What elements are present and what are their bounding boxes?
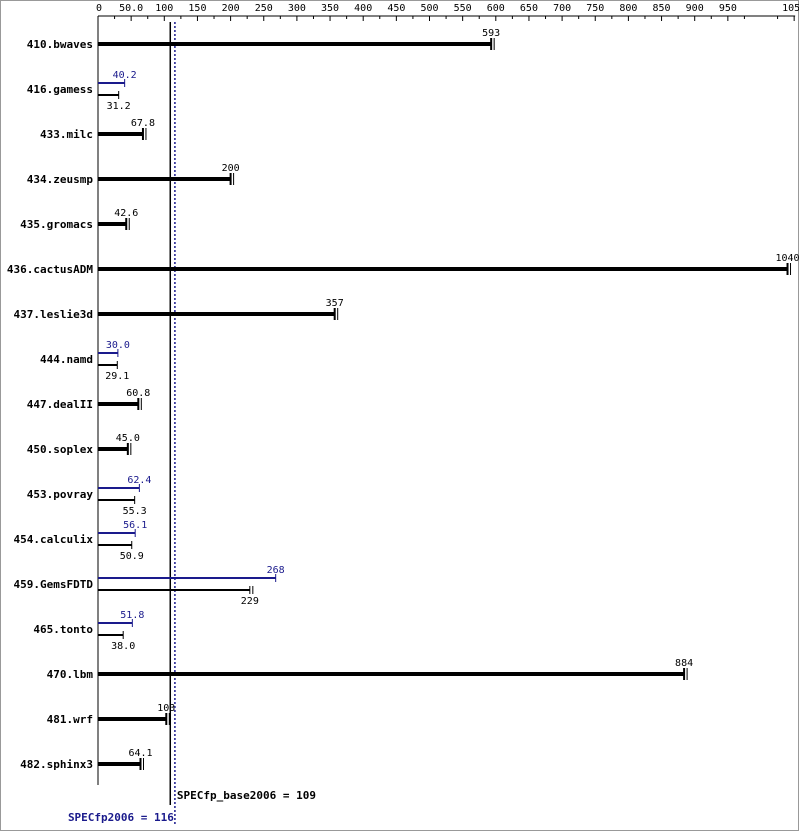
base-value-label: 29.1 [105, 371, 129, 382]
benchmark-label: 482.sphinx3 [20, 758, 93, 771]
peak-value-label: 268 [267, 565, 285, 576]
base-value-label: 357 [326, 298, 344, 309]
base-value-label: 229 [241, 596, 259, 607]
benchmark-row: 447.dealII 60.8 [27, 388, 151, 411]
benchmark-row: 454.calculix 56.1 50.9 [14, 520, 148, 562]
x-tick-label: 550 [454, 3, 472, 14]
benchmark-label: 454.calculix [14, 533, 94, 546]
base-value-label: 103 [157, 703, 175, 714]
peak-value-label: 51.8 [120, 610, 144, 621]
benchmark-label: 434.zeusmp [27, 173, 94, 186]
peak-reference-label: SPECfp2006 = 116 [68, 811, 174, 824]
benchmark-row: 465.tonto 51.8 38.0 [33, 610, 144, 652]
benchmark-rows: 410.bwaves 593 416.gamess 40.2 31.2 433.milc 6… [7, 28, 799, 771]
base-value-label: 64.1 [128, 748, 152, 759]
base-value-label: 1040 [775, 253, 799, 264]
benchmark-label: 447.dealII [27, 398, 93, 411]
x-tick-label: 200 [222, 3, 240, 14]
benchmark-label: 433.milc [40, 128, 93, 141]
benchmark-row: 470.lbm 884 [47, 658, 693, 681]
base-value-label: 42.6 [114, 208, 138, 219]
benchmark-row: 433.milc 67.8 [40, 118, 155, 141]
benchmark-label: 435.gromacs [20, 218, 93, 231]
x-tick-label: 250 [255, 3, 273, 14]
benchmark-label: 436.cactusADM [7, 263, 93, 276]
x-tick-label: 300 [288, 3, 306, 14]
base-value-label: 50.9 [120, 551, 144, 562]
benchmark-row: 435.gromacs 42.6 [20, 208, 138, 231]
benchmark-row: 437.leslie3d 357 [14, 298, 344, 321]
x-tick-label: 500 [420, 3, 438, 14]
x-tick-label: 950 [719, 3, 737, 14]
base-reference-label: SPECfp_base2006 = 109 [177, 789, 316, 802]
benchmark-label: 470.lbm [47, 668, 94, 681]
base-value-label: 60.8 [126, 388, 150, 399]
benchmark-row: 450.soplex 45.0 [27, 433, 140, 456]
benchmark-label: 481.wrf [47, 713, 93, 726]
benchmark-label: 459.GemsFDTD [14, 578, 94, 591]
x-tick-label: 600 [487, 3, 505, 14]
benchmark-row: 410.bwaves 593 [27, 28, 500, 51]
benchmark-label: 465.tonto [33, 623, 93, 636]
benchmark-label: 453.povray [27, 488, 94, 501]
base-value-label: 45.0 [116, 433, 140, 444]
base-value-label: 593 [482, 28, 500, 39]
base-value-label: 884 [675, 658, 693, 669]
x-tick-label: 100 [155, 3, 173, 14]
benchmark-row: 459.GemsFDTD 268 229 [14, 565, 285, 607]
x-tick-label: 350 [321, 3, 339, 14]
x-axis: 0 50.0 100 150 200 250 300 350 400 450 500 550 600 65… [96, 3, 799, 785]
benchmark-label: 410.bwaves [27, 38, 93, 51]
benchmark-row: 416.gamess 40.2 31.2 [27, 70, 137, 112]
x-tick-label: 750 [586, 3, 604, 14]
benchmark-row: 436.cactusADM 1040 [7, 253, 799, 276]
peak-value-label: 56.1 [123, 520, 147, 531]
x-tick-label: 1050 [782, 3, 799, 14]
x-tick-label: 650 [520, 3, 538, 14]
base-value-label: 67.8 [131, 118, 155, 129]
benchmark-row: 453.povray 62.4 55.3 [27, 475, 152, 517]
benchmark-label: 437.leslie3d [14, 308, 93, 321]
x-tick-label: 800 [619, 3, 637, 14]
benchmark-label: 444.namd [40, 353, 93, 366]
benchmark-row: 434.zeusmp 200 [27, 163, 240, 186]
x-tick-label: 150 [188, 3, 206, 14]
base-value-label: 200 [222, 163, 240, 174]
base-value-label: 38.0 [111, 641, 135, 652]
x-tick-label: 450 [387, 3, 405, 14]
benchmark-label: 450.soplex [27, 443, 94, 456]
peak-value-label: 30.0 [106, 340, 130, 351]
benchmark-row: 482.sphinx3 64.1 [20, 748, 152, 771]
benchmark-row: 444.namd 30.0 29.1 [40, 340, 130, 382]
base-value-label: 31.2 [107, 101, 131, 112]
x-tick-label: 700 [553, 3, 571, 14]
x-tick-label: 0 [96, 3, 102, 14]
x-tick-label: 50.0 [119, 3, 143, 14]
peak-value-label: 40.2 [113, 70, 137, 81]
x-tick-label: 400 [354, 3, 372, 14]
x-tick-label: 900 [686, 3, 704, 14]
x-tick-label: 850 [653, 3, 671, 14]
base-value-label: 55.3 [123, 506, 147, 517]
benchmark-row: 481.wrf 103 [47, 703, 176, 726]
benchmark-label: 416.gamess [27, 83, 93, 96]
peak-value-label: 62.4 [127, 475, 151, 486]
